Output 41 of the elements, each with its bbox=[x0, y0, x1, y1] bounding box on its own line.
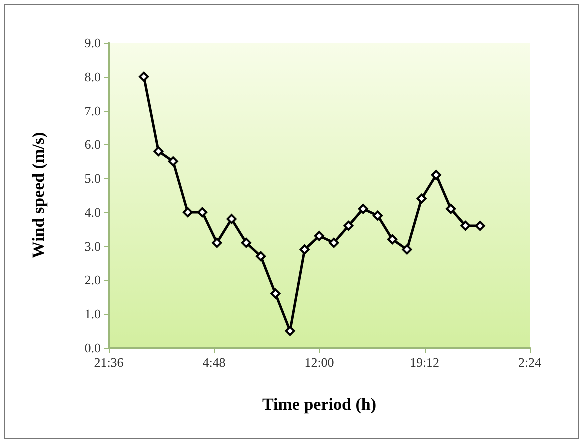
point bbox=[372, 210, 383, 221]
y-tick-label: 0.0 bbox=[84, 340, 101, 356]
x-tick-label: 4:48 bbox=[202, 355, 226, 370]
point bbox=[212, 238, 222, 248]
point bbox=[475, 221, 486, 231]
point bbox=[431, 170, 442, 180]
point bbox=[168, 156, 178, 167]
x-tick-label: 21:36 bbox=[94, 355, 124, 370]
point bbox=[182, 207, 193, 218]
point bbox=[226, 214, 237, 224]
point bbox=[139, 72, 150, 82]
point bbox=[300, 244, 310, 255]
point bbox=[198, 207, 208, 218]
point bbox=[358, 204, 368, 214]
y-tick-label: 7.0 bbox=[84, 103, 101, 118]
x-tick-label: 19:12 bbox=[410, 355, 440, 370]
point bbox=[402, 244, 412, 255]
y-tick-label: 5.0 bbox=[84, 171, 101, 186]
point bbox=[285, 326, 296, 336]
y-tick-label: 2.0 bbox=[84, 272, 101, 288]
point bbox=[270, 288, 281, 299]
x-axis-title: Time period (h) bbox=[262, 395, 376, 414]
y-tick-label: 9.0 bbox=[84, 36, 101, 50]
point bbox=[329, 238, 340, 248]
y-tick-label: 3.0 bbox=[84, 238, 101, 254]
y-tick-label: 1.0 bbox=[84, 306, 101, 322]
point bbox=[446, 204, 456, 214]
x-tick-label: 12:00 bbox=[304, 355, 334, 370]
y-tick-label: 8.0 bbox=[84, 69, 101, 84]
y-axis-title: Wind speed (m/s) bbox=[29, 132, 48, 259]
point bbox=[388, 234, 398, 245]
y-tick-label: 6.0 bbox=[84, 137, 101, 152]
point bbox=[460, 221, 471, 231]
point bbox=[344, 221, 354, 231]
point bbox=[314, 231, 324, 242]
x-tick-label: 2:24 bbox=[518, 355, 542, 370]
y-tick-label: 4.0 bbox=[84, 204, 101, 220]
point bbox=[416, 194, 427, 204]
point bbox=[241, 238, 252, 248]
point bbox=[154, 146, 164, 156]
point bbox=[256, 252, 266, 262]
